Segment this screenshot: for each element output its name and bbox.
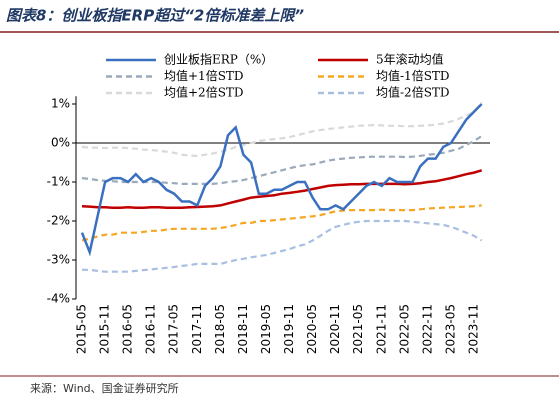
x-tick-label: 2019-11 [282, 304, 296, 354]
x-tick-label: 2018-11 [236, 304, 250, 354]
y-tick-label: 0% [51, 136, 70, 150]
x-tick-label: 2020-05 [305, 304, 319, 354]
chart-title: 图表8：创业板指ERP超过“2倍标准差上限” [6, 7, 304, 25]
x-tick-label: 2021-11 [374, 304, 388, 354]
x-tick-label: 2015-05 [75, 304, 89, 354]
source: 来源：Wind、国金证券研究所 [30, 381, 179, 395]
legend-label: 均值-1倍STD [376, 68, 450, 83]
x-tick-label: 2016-05 [121, 304, 135, 354]
legend-label: 均值+1倍STD [164, 68, 244, 83]
y-tick-label: -2% [47, 214, 70, 228]
x-tick-label: 2016-11 [144, 304, 158, 354]
legend-label: 均值+2倍STD [164, 85, 244, 100]
legend-label: 5年滚动均值 [376, 52, 444, 67]
x-tick-label: 2017-11 [190, 304, 204, 354]
series-line [81, 169, 483, 209]
series-line [81, 101, 483, 158]
x-tick-label: 2023-11 [467, 304, 481, 354]
x-tick-label: 2022-05 [397, 304, 411, 354]
legend-label: 均值-2倍STD [376, 85, 450, 100]
x-tick-label: 2019-05 [259, 304, 273, 354]
x-tick-label: 2020-11 [328, 304, 342, 354]
series-line [82, 219, 483, 273]
series-line [80, 103, 483, 257]
x-tick-label: 2017-05 [167, 304, 181, 354]
series-line [81, 135, 483, 185]
x-tick-label: 2022-11 [420, 304, 434, 354]
x-tick-label: 2018-05 [213, 304, 227, 354]
series-line [81, 204, 482, 242]
x-tick-label: 2015-11 [98, 304, 112, 354]
y-tick-label: 1% [51, 97, 70, 111]
legend-label: 创业板指ERP（%） [164, 52, 273, 67]
y-tick-label: -1% [47, 175, 70, 189]
x-tick-label: 2021-05 [351, 304, 365, 354]
x-tick-label: 2023-05 [443, 304, 457, 354]
y-tick-label: -4% [47, 292, 70, 306]
y-tick-label: -3% [47, 253, 70, 267]
